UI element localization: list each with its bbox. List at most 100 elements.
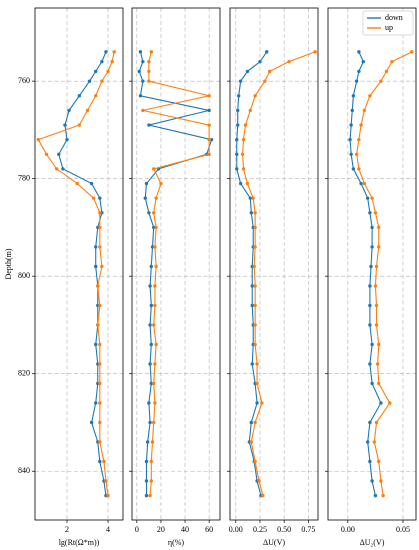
axes-frame (327, 7, 417, 521)
point (235, 152, 239, 156)
point (250, 362, 254, 366)
point (368, 284, 372, 288)
point (149, 342, 153, 347)
point (148, 284, 152, 288)
point (236, 123, 240, 127)
point (354, 79, 359, 83)
point (85, 108, 90, 113)
point (370, 196, 374, 200)
series-line (242, 51, 316, 496)
point (87, 79, 92, 83)
point (98, 342, 102, 347)
axes-frame (131, 7, 221, 521)
point (370, 381, 374, 386)
point (248, 108, 253, 113)
point (245, 181, 250, 186)
point (145, 440, 150, 444)
point (255, 362, 259, 366)
point (112, 50, 116, 54)
point (253, 459, 257, 464)
point (255, 381, 259, 386)
point (153, 303, 157, 308)
point (77, 123, 82, 127)
point (144, 493, 149, 498)
point (235, 167, 239, 171)
point (147, 211, 151, 215)
point (144, 181, 149, 186)
point (373, 493, 378, 498)
point (377, 381, 381, 386)
point (144, 459, 149, 464)
point (349, 123, 353, 127)
point (153, 401, 157, 405)
point (148, 420, 152, 425)
point (159, 181, 163, 186)
point (151, 167, 156, 171)
point (368, 303, 372, 308)
point (253, 284, 257, 288)
point (207, 94, 211, 98)
point (148, 323, 152, 327)
y-tick-label: 800 (18, 271, 30, 280)
point (253, 225, 257, 230)
point (138, 94, 143, 98)
point (100, 59, 104, 64)
point (253, 342, 257, 347)
point (67, 108, 71, 113)
point (250, 284, 254, 288)
point (96, 284, 100, 288)
x-tick-label: 0.25 (253, 525, 267, 534)
y-tick-label: 840 (18, 466, 30, 475)
point (381, 493, 385, 498)
point (55, 167, 59, 171)
point (379, 401, 383, 405)
point (77, 94, 82, 98)
point (151, 381, 156, 386)
point (249, 420, 253, 425)
point (36, 137, 40, 142)
point (253, 420, 257, 425)
x-tick-label: 0.00 (229, 525, 243, 534)
point (141, 108, 145, 113)
point (98, 225, 102, 230)
x-tick-label: 0.50 (277, 525, 291, 534)
point (388, 401, 392, 405)
point (257, 479, 261, 483)
point (154, 225, 158, 230)
point (235, 137, 239, 142)
point (89, 181, 94, 186)
point (357, 50, 361, 54)
point (377, 459, 381, 464)
point (267, 69, 272, 74)
point (98, 245, 102, 249)
y-tick-label: 820 (18, 369, 30, 378)
point (240, 152, 245, 156)
point (106, 69, 110, 74)
point (98, 440, 102, 444)
y-tick-label: 760 (18, 76, 30, 85)
x-axis-label: ΔU₂(V) (360, 538, 385, 547)
point (148, 362, 152, 366)
point (89, 420, 94, 425)
axes-frame (229, 7, 319, 521)
x-axis-label: η(%) (168, 538, 185, 547)
point (98, 459, 102, 464)
point (151, 211, 156, 215)
point (379, 479, 383, 483)
point (63, 123, 67, 127)
point (102, 459, 106, 464)
point (100, 264, 104, 269)
point (94, 342, 98, 347)
point (96, 323, 100, 327)
point (349, 152, 353, 156)
point (368, 211, 372, 215)
point (374, 323, 379, 327)
point (362, 108, 367, 113)
point (370, 225, 374, 230)
point (147, 79, 151, 83)
point (154, 264, 158, 269)
legend-label: up (385, 23, 393, 32)
point (149, 50, 153, 54)
point (98, 303, 102, 308)
